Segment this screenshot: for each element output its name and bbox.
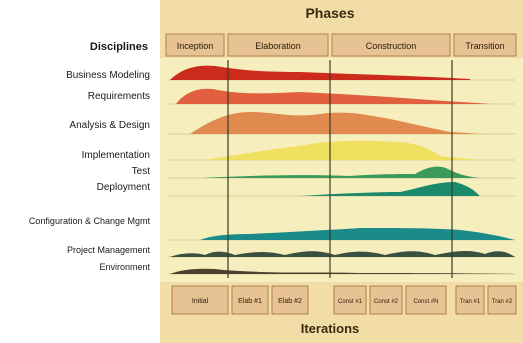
- discipline-labels: Business Modeling Requirements Analysis …: [29, 70, 151, 272]
- discipline-label-deployment: Deployment: [97, 182, 151, 193]
- iteration-box-tran-2: [487, 285, 517, 315]
- phase-label-elaboration: Elaboration: [255, 41, 301, 51]
- hump-analysis-design: [190, 112, 485, 134]
- phase-box-elaboration: [227, 33, 329, 57]
- iteration-box-elab-1: [231, 285, 269, 315]
- iteration-label-tran-2: Tran #2: [492, 299, 513, 305]
- discipline-label-implementation: Implementation: [82, 150, 150, 161]
- discipline-label-test: Test: [132, 166, 151, 177]
- discipline-humps: [170, 65, 515, 274]
- phase-label-inception: Inception: [177, 41, 214, 51]
- hump-business-modeling: [170, 65, 470, 80]
- phase-box-transition: [453, 33, 517, 57]
- iteration-label-initial: Initial: [192, 298, 209, 305]
- iteration-label-elab-2: Elab #2: [278, 298, 302, 305]
- phase-label-construction: Construction: [366, 41, 417, 51]
- iteration-label-const-n: Const #N: [413, 299, 438, 305]
- iterations-title: Iterations: [301, 321, 360, 336]
- iteration-box-initial: [171, 285, 229, 315]
- discipline-label-project-management: Project Management: [67, 245, 151, 255]
- iteration-box-tran-1: [455, 285, 485, 315]
- hump-environment: [170, 268, 515, 274]
- phase-label-transition: Transition: [465, 41, 504, 51]
- iteration-box-const-1: [333, 285, 367, 315]
- hump-requirements: [176, 88, 490, 104]
- disciplines-header: Disciplines: [90, 41, 148, 53]
- discipline-label-analysis-design: Analysis & Design: [69, 120, 150, 131]
- hump-implementation: [205, 140, 480, 160]
- hump-test: [200, 166, 480, 178]
- iteration-label-elab-1: Elab #1: [238, 298, 262, 305]
- phases-title: Phases: [305, 5, 354, 21]
- discipline-label-environment: Environment: [99, 262, 150, 272]
- hump-deployment: [300, 182, 480, 196]
- iteration-label-const-1: Const #1: [338, 299, 363, 305]
- phase-boundaries: [227, 60, 453, 278]
- iteration-box-elab-2: [271, 285, 309, 315]
- iteration-label-const-2: Const #2: [374, 299, 399, 305]
- phase-boxes: Inception Elaboration Construction Trans…: [165, 33, 517, 57]
- iteration-boxes: Initial Elab #1 Elab #2 Const #1 Const #…: [171, 285, 517, 315]
- phase-box-inception: [165, 33, 225, 57]
- discipline-label-configuration: Configuration & Change Mgmt: [29, 216, 151, 226]
- phase-box-construction: [331, 33, 451, 57]
- discipline-label-business-modeling: Business Modeling: [66, 70, 150, 81]
- iteration-box-const-2: [369, 285, 403, 315]
- discipline-label-requirements: Requirements: [88, 91, 150, 102]
- iteration-box-const-n: [405, 285, 447, 315]
- hump-configuration: [200, 228, 515, 240]
- hump-project-management: [170, 251, 515, 257]
- iteration-label-tran-1: Tran #1: [460, 299, 481, 305]
